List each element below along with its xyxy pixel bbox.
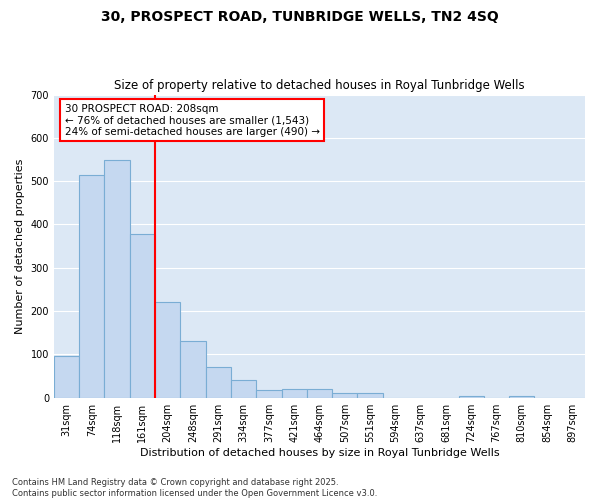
Bar <box>332 393 358 398</box>
Bar <box>104 160 130 398</box>
Bar <box>509 396 535 398</box>
Bar <box>458 396 484 398</box>
Bar <box>358 392 383 398</box>
Title: Size of property relative to detached houses in Royal Tunbridge Wells: Size of property relative to detached ho… <box>114 79 525 92</box>
Bar <box>181 342 206 398</box>
Bar <box>307 388 332 398</box>
Bar <box>155 302 181 398</box>
Text: 30 PROSPECT ROAD: 208sqm
← 76% of detached houses are smaller (1,543)
24% of sem: 30 PROSPECT ROAD: 208sqm ← 76% of detach… <box>65 104 320 137</box>
Text: Contains HM Land Registry data © Crown copyright and database right 2025.
Contai: Contains HM Land Registry data © Crown c… <box>12 478 377 498</box>
Text: 30, PROSPECT ROAD, TUNBRIDGE WELLS, TN2 4SQ: 30, PROSPECT ROAD, TUNBRIDGE WELLS, TN2 … <box>101 10 499 24</box>
Bar <box>130 234 155 398</box>
Bar <box>206 368 231 398</box>
Bar <box>256 390 281 398</box>
Bar <box>231 380 256 398</box>
Bar <box>54 356 79 398</box>
Bar <box>281 388 307 398</box>
Y-axis label: Number of detached properties: Number of detached properties <box>15 158 25 334</box>
Bar <box>79 174 104 398</box>
X-axis label: Distribution of detached houses by size in Royal Tunbridge Wells: Distribution of detached houses by size … <box>140 448 499 458</box>
